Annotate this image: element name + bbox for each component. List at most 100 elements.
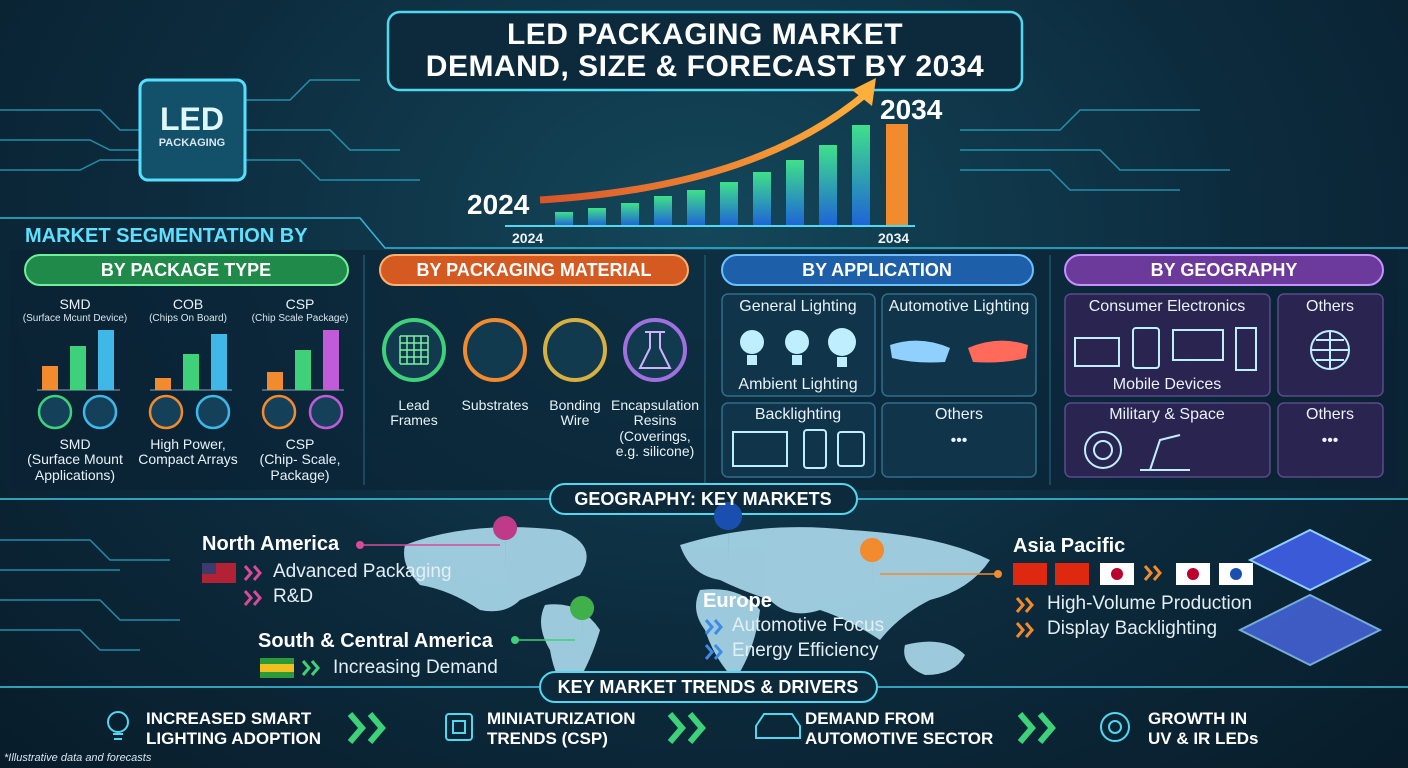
decoration	[323, 330, 339, 390]
package-full-name: (Surface Mcunt Device)	[22, 313, 128, 324]
decoration	[37, 394, 73, 430]
material-label: Bonding Wire	[549, 397, 601, 429]
decoration	[138, 78, 247, 182]
material-label: Substrates	[461, 397, 529, 413]
decoration	[786, 160, 804, 226]
decoration	[904, 641, 965, 675]
region-name: North America	[202, 533, 340, 555]
decoration	[819, 145, 837, 226]
decoration	[245, 159, 420, 181]
cell-label: Automotive Lighting	[888, 298, 1030, 315]
panel-header: BY PACKAGE TYPE	[100, 260, 272, 280]
decoration	[1132, 327, 1160, 369]
decoration	[243, 565, 1162, 676]
decoration	[1064, 402, 1271, 478]
trend-label: DEMAND FROM AUTOMOTIVE SECTOR	[805, 709, 994, 748]
cell-sublabel: Mobile Devices	[1112, 376, 1222, 393]
decoration	[1311, 331, 1349, 369]
decoration	[82, 394, 118, 430]
decoration	[785, 330, 809, 354]
cell-label: Backlighting	[754, 406, 842, 423]
decoration	[295, 350, 311, 390]
decoration	[881, 402, 1037, 478]
cell-label: Others	[1305, 406, 1355, 423]
decoration	[37, 330, 344, 391]
decoration	[493, 516, 518, 575]
decoration	[1013, 563, 1047, 585]
decoration	[539, 671, 878, 703]
decoration	[1235, 327, 1257, 371]
decoration	[37, 394, 344, 430]
decoration	[98, 330, 114, 390]
decoration	[881, 293, 1037, 397]
region-point: Automotive Focus	[732, 615, 885, 636]
panel-header: BY GEOGRAPHY	[1150, 260, 1298, 280]
decoration	[837, 357, 847, 367]
decoration	[721, 402, 876, 478]
package-caption: High Power, Compact Arrays	[138, 436, 238, 468]
section-title: GEOGRAPHY: KEY MARKETS	[574, 489, 832, 509]
decoration	[638, 331, 672, 369]
decoration	[155, 378, 171, 390]
region-point: Display Backlighting	[1047, 618, 1218, 639]
decoration	[113, 733, 123, 740]
panel-header: BY PACKAGING MATERIAL	[416, 260, 652, 280]
decoration	[1140, 434, 1190, 471]
decoration	[803, 429, 827, 469]
decoration	[1084, 431, 1122, 469]
decoration	[260, 664, 294, 672]
decoration	[24, 254, 349, 286]
decoration	[747, 355, 757, 365]
decoration	[714, 502, 743, 565]
section-title: KEY MARKET TRENDS & DRIVERS	[557, 677, 859, 697]
package-name: SMD	[59, 296, 91, 312]
decoration	[1093, 440, 1113, 460]
region-name: South & Central America	[258, 630, 493, 652]
material-label: Encapsulation Resins (Coverings, e.g. si…	[611, 397, 699, 460]
decoration	[852, 125, 870, 226]
decoration	[828, 328, 856, 356]
footnote: *Illustrative data and forecasts	[4, 752, 152, 764]
decoration	[1230, 568, 1242, 580]
decoration	[0, 109, 140, 131]
decoration	[245, 129, 400, 151]
decoration	[555, 212, 573, 226]
decoration	[555, 125, 870, 226]
region-point: R&D	[273, 586, 314, 607]
decoration	[511, 636, 519, 644]
decoration	[792, 355, 802, 365]
title: LED PACKAGING MARKET	[506, 18, 904, 51]
decoration	[541, 604, 600, 695]
trend-label: MINIATURIZATION TRENDS (CSP)	[487, 709, 636, 748]
decoration	[837, 431, 865, 467]
cell-label: Military & Space	[1109, 406, 1225, 423]
decoration	[994, 570, 1002, 578]
decoration	[623, 318, 687, 382]
cell-label: Others	[1305, 298, 1355, 315]
decoration	[721, 254, 1034, 286]
decoration	[1064, 293, 1384, 478]
decoration	[1100, 712, 1130, 742]
cell-label: Others	[934, 406, 984, 423]
decoration	[183, 354, 199, 390]
axis-label: 2034	[878, 230, 910, 246]
decoration	[753, 172, 771, 226]
decoration	[968, 340, 1028, 363]
decoration	[452, 720, 466, 734]
decoration	[1277, 402, 1384, 478]
decoration	[886, 124, 908, 226]
decoration	[0, 539, 170, 561]
decoration	[539, 89, 871, 204]
decoration	[243, 565, 262, 606]
decoration	[363, 255, 1051, 485]
decoration	[202, 563, 216, 574]
package-name: CSP	[285, 296, 315, 312]
decoration	[211, 334, 227, 390]
decoration	[680, 527, 990, 640]
decoration	[0, 79, 1230, 651]
package-full-name: (Chip Scale Package)	[251, 313, 349, 324]
decoration	[148, 394, 184, 430]
decoration	[755, 713, 801, 739]
decoration	[890, 340, 950, 363]
